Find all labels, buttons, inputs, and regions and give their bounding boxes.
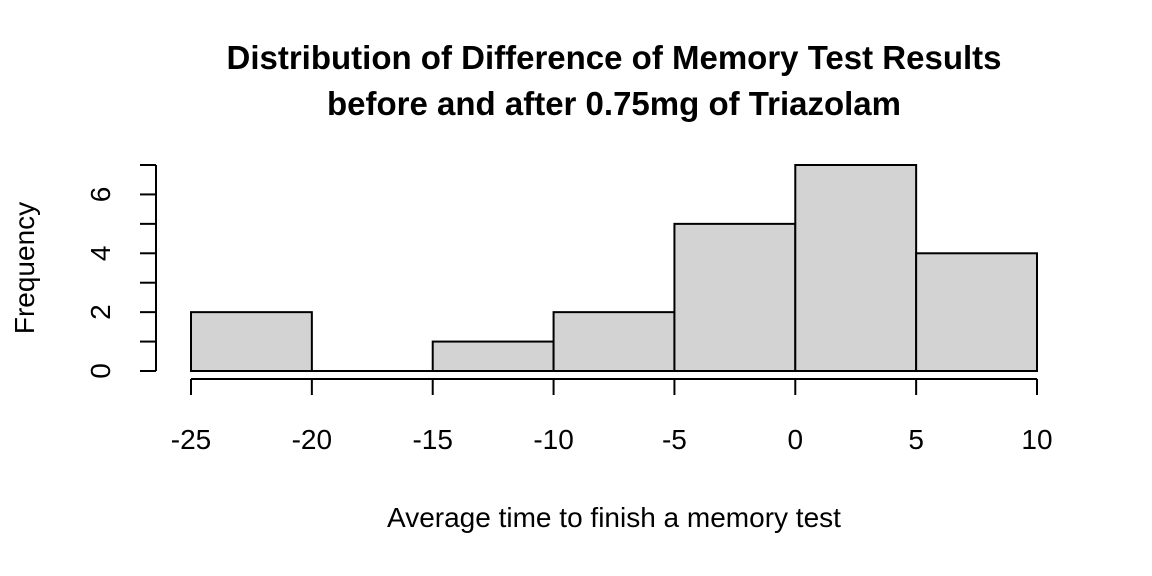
y-axis: 0 2 4 6: [85, 164, 157, 379]
y-tick-label: 0: [85, 363, 116, 379]
histogram-bar-3: [552, 311, 676, 372]
x-axis-label: Average time to finish a memory test: [387, 502, 841, 533]
histogram-bar-5: [794, 164, 918, 372]
x-tick-label: -25: [171, 424, 211, 455]
x-tick-label: -20: [292, 424, 332, 455]
y-tick-label: 4: [85, 245, 116, 261]
x-tick-label: -10: [533, 424, 573, 455]
x-axis: -25 -20 -15 -10 -5 0 5 10: [171, 378, 1053, 455]
histogram-bar-0: [190, 311, 313, 372]
y-tick-label: 2: [85, 304, 116, 320]
chart-title-line-1: Distribution of Difference of Memory Tes…: [227, 39, 1002, 76]
x-tick-label: 10: [1021, 424, 1052, 455]
x-tick-label: -15: [412, 424, 452, 455]
y-tick-label: 6: [85, 187, 116, 203]
y-axis-label: Frequency: [9, 202, 40, 334]
histogram-bar-4: [673, 222, 797, 372]
histogram-bar-2: [431, 340, 555, 373]
x-tick-label: -5: [662, 424, 687, 455]
x-tick-label: 0: [787, 424, 803, 455]
histogram-bar-6: [915, 252, 1039, 373]
x-tick-label: 5: [908, 424, 924, 455]
chart-title-line-2: before and after 0.75mg of Triazolam: [327, 85, 901, 122]
histogram-bars: [190, 164, 1039, 373]
